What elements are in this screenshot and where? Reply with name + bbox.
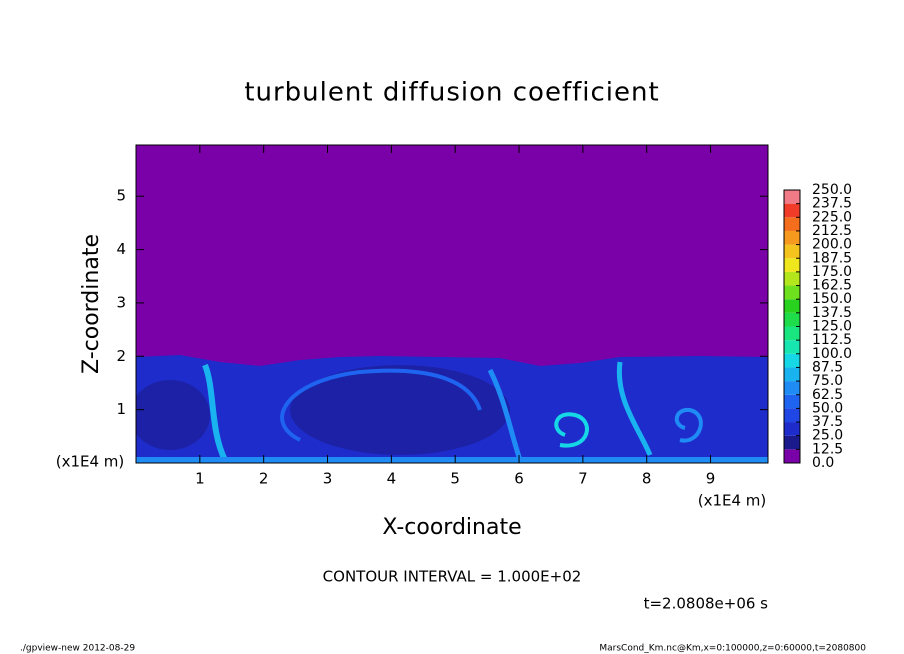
colorbar-segment	[784, 381, 800, 395]
field-plume	[616, 361, 653, 456]
colorbar-segment	[784, 258, 800, 272]
colorbar-segment	[784, 353, 800, 368]
colorbar-segment	[784, 299, 800, 313]
time-label: t=2.0808e+06 s	[644, 595, 769, 613]
x-tick-label: 9	[706, 470, 716, 488]
colorbar-segment	[784, 394, 800, 409]
colorbar-label: 87.5	[812, 359, 843, 375]
field-swirl	[280, 368, 482, 442]
field-plume	[202, 363, 228, 462]
colorbar-segment	[784, 244, 800, 259]
x-tick-label: 2	[259, 470, 269, 488]
colorbar-label: 37.5	[812, 414, 843, 430]
x-tick-label: 3	[323, 470, 333, 488]
colorbar-label: 150.0	[812, 291, 852, 307]
x-unit: (x1E4 m)	[698, 492, 767, 510]
colorbar-segment	[784, 190, 800, 204]
field-eddy	[136, 380, 210, 450]
footer: ./gpview-new 2012-08-29	[20, 644, 135, 654]
colorbar-segment	[784, 326, 800, 341]
colorbar-label: 162.5	[812, 278, 852, 294]
colorbar-segment	[784, 367, 800, 382]
y-tick-label: 1	[116, 400, 126, 418]
y-tick-label: 5	[116, 187, 126, 205]
colorbar-label: 212.5	[812, 223, 852, 239]
chart-title: turbulent diffusion coefficient	[244, 78, 659, 108]
colorbar-label: 250.0	[812, 182, 852, 198]
colorbar-segment	[784, 435, 800, 450]
colorbar-label: 25.0	[812, 428, 843, 444]
colorbar-label: 112.5	[812, 332, 852, 348]
x-tick-label: 6	[514, 470, 524, 488]
y-tick-label: 4	[116, 240, 126, 258]
contour-interval: CONTOUR INTERVAL = 1.000E+02	[323, 568, 582, 586]
colorbar-segment	[784, 449, 800, 463]
colorbar-label: 50.0	[812, 400, 843, 416]
field-swirl	[554, 412, 589, 448]
colorbar-segment	[784, 422, 800, 436]
colorbar-label: 75.0	[812, 373, 843, 389]
x-unit: (x1E4 m)	[56, 453, 125, 471]
colorbar-segment	[784, 271, 800, 286]
y-tick-label: 3	[116, 293, 126, 311]
footer: MarsCond_Km.nc@Km,x=0:100000,z=0:60000,t…	[599, 644, 866, 654]
colorbar-label: 12.5	[812, 441, 843, 457]
field	[136, 145, 768, 463]
colorbar-segment	[784, 217, 800, 231]
colorbar-label: 0.0	[812, 455, 834, 471]
colorbar-label: 187.5	[812, 250, 852, 266]
x-axis-label: X-coordinate	[382, 515, 521, 540]
colorbar-label: 237.5	[812, 196, 852, 212]
colorbar-segment	[784, 408, 800, 423]
y-axis-label: Z-coordinate	[79, 234, 104, 374]
colorbar-label: 62.5	[812, 387, 843, 403]
colorbar-label: 137.5	[812, 305, 852, 321]
x-tick-label: 7	[578, 470, 588, 488]
colorbar-label: 125.0	[812, 319, 852, 335]
colorbar-segment	[784, 285, 800, 300]
y-tick-label: 2	[116, 347, 126, 365]
x-tick-label: 1	[195, 470, 205, 488]
field-swirl	[674, 407, 703, 443]
colorbar-segment	[784, 312, 800, 327]
colorbar-label: 100.0	[812, 346, 852, 362]
x-tick-label: 8	[642, 470, 652, 488]
field-eddy	[290, 365, 510, 455]
colorbar-label: 225.0	[812, 209, 852, 225]
colorbar-segment	[784, 340, 800, 354]
colorbar-segment	[784, 203, 800, 218]
field-plume	[487, 368, 523, 461]
colorbar-label: 200.0	[812, 237, 852, 253]
x-tick-label: 5	[450, 470, 460, 488]
x-tick-label: 4	[387, 470, 397, 488]
colorbar-label: 175.0	[812, 264, 852, 280]
colorbar-segment	[784, 230, 800, 245]
plot-frame	[135, 144, 769, 464]
field-surface	[136, 457, 768, 463]
